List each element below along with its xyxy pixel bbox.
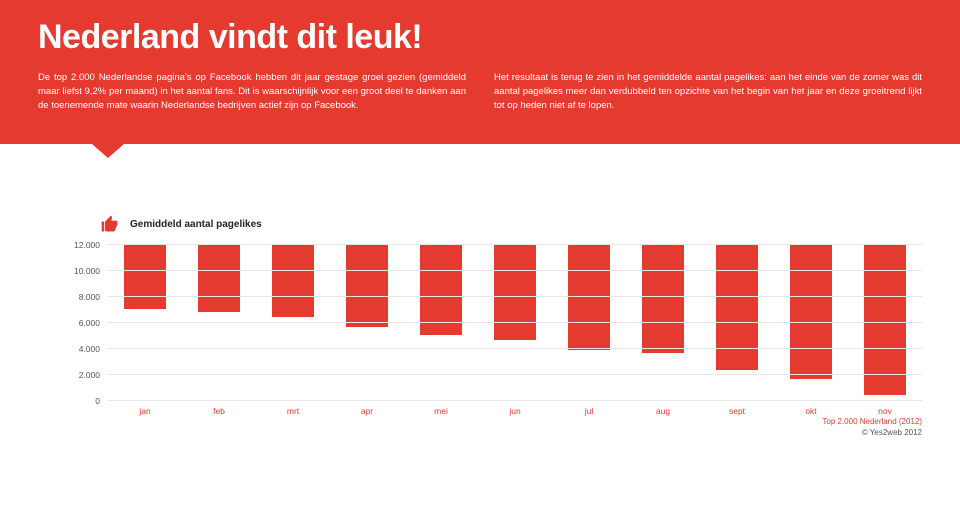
x-tick-label: aug: [656, 406, 670, 416]
x-tick-label: mei: [434, 406, 448, 416]
page-title: Nederland vindt dit leuk!: [38, 18, 922, 57]
bar: [642, 244, 685, 353]
intro-columns: De top 2.000 Nederlandse pagina's op Fac…: [38, 71, 922, 112]
bar: [716, 244, 759, 370]
banner-pointer-icon: [92, 144, 124, 158]
chart-section: Gemiddeld aantal pagelikes jan feb mrt apr m…: [0, 144, 960, 444]
x-tick-label: nov: [878, 406, 892, 416]
x-tick-label: mrt: [287, 406, 299, 416]
y-tick-label: 4.000: [79, 344, 100, 354]
chart-legend: Gemiddeld aantal pagelikes: [100, 214, 922, 234]
x-tick-label: jan: [139, 406, 150, 416]
gridline: 6.000: [108, 322, 922, 323]
bar: [346, 244, 389, 327]
y-tick-label: 6.000: [79, 318, 100, 328]
bar: [494, 244, 537, 340]
gridline: 12.000: [108, 244, 922, 245]
y-tick-label: 0: [95, 396, 100, 406]
gridline: 0: [108, 400, 922, 401]
header-banner: Nederland vindt dit leuk! De top 2.000 N…: [0, 0, 960, 144]
x-tick-label: apr: [361, 406, 373, 416]
bar: [198, 244, 241, 312]
thumbs-up-icon: [100, 214, 120, 234]
x-tick-label: okt: [805, 406, 816, 416]
x-tick-label: sept: [729, 406, 745, 416]
y-tick-label: 2.000: [79, 370, 100, 380]
y-tick-label: 8.000: [79, 292, 100, 302]
gridline: 4.000: [108, 348, 922, 349]
x-tick-label: jun: [509, 406, 520, 416]
bar: [272, 244, 315, 317]
bar-chart: jan feb mrt apr mei jun jul aug sept okt nov Top 2…: [68, 244, 922, 444]
plot-area: janfebmrtaprmeijunjulaugseptoktnov Top 2…: [108, 244, 922, 400]
chart-footer: Top 2.000 Nederland (2012) © Yes2web 201…: [822, 416, 922, 438]
legend-label: Gemiddeld aantal pagelikes: [130, 219, 262, 230]
x-tick-label: feb: [213, 406, 225, 416]
intro-col-right: Het resultaat is terug te zien in het ge…: [494, 71, 922, 112]
x-tick-label: jul: [585, 406, 594, 416]
intro-col-left: De top 2.000 Nederlandse pagina's op Fac…: [38, 71, 466, 112]
gridline: 8.000: [108, 296, 922, 297]
bar: [790, 244, 833, 379]
y-tick-label: 12.000: [74, 240, 100, 250]
bar: [864, 244, 907, 395]
bar: [124, 244, 167, 309]
source-line: Top 2.000 Nederland (2012): [822, 416, 922, 427]
gridline: 2.000: [108, 374, 922, 375]
copyright-line: © Yes2web 2012: [822, 427, 922, 438]
y-tick-label: 10.000: [74, 266, 100, 276]
gridline: 10.000: [108, 270, 922, 271]
